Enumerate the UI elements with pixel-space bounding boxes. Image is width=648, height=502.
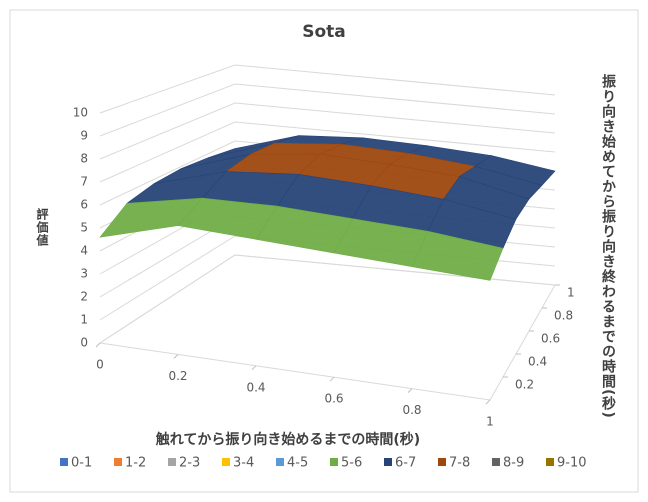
x-tick-label: 1 <box>486 415 494 429</box>
legend-swatch <box>114 458 122 466</box>
legend-label: 1-2 <box>125 456 146 471</box>
legend-label: 8-9 <box>503 456 524 471</box>
legend-label: 7-8 <box>449 456 470 471</box>
legend-swatch <box>384 458 392 466</box>
legend-swatch <box>60 458 68 466</box>
x-tick <box>251 365 257 371</box>
legend-label: 2-3 <box>179 456 200 471</box>
grid-line <box>99 102 556 160</box>
legend-swatch <box>438 458 446 466</box>
legend-label: 5-6 <box>341 456 362 471</box>
grid-line <box>99 83 556 137</box>
z-tick-label: 3 <box>80 267 88 281</box>
z-tick-label: 5 <box>80 221 88 235</box>
z-tick-label: 1 <box>80 313 88 327</box>
legend-label: 3-4 <box>233 456 254 471</box>
y-tick-label: 1 <box>567 286 575 300</box>
legend-swatch <box>222 458 230 466</box>
z-tick-label: 0 <box>80 336 88 350</box>
surface-cell <box>411 230 504 281</box>
x-axis-title: 触れてから振り向き始めるまでの時間(秒) <box>155 431 420 448</box>
x-tick <box>407 388 413 393</box>
legend-swatch <box>168 458 176 466</box>
z-tick-label: 7 <box>80 175 88 189</box>
chart-title: Sota <box>302 22 346 42</box>
z-tick-label: 9 <box>80 129 88 143</box>
grid-line <box>99 64 556 114</box>
legend-label: 9-10 <box>557 456 587 471</box>
x-tick <box>329 376 335 382</box>
y-tick-label: 0.6 <box>541 332 560 346</box>
legend-swatch <box>546 458 554 466</box>
z-tick-label: 2 <box>80 290 88 304</box>
x-tick-label: 0.8 <box>402 403 421 417</box>
legend-label: 0-1 <box>71 456 92 471</box>
legend-label: 6-7 <box>395 456 416 471</box>
z-tick-label: 10 <box>73 106 88 120</box>
y-tick-label: 0.8 <box>554 309 573 323</box>
z-tick-label: 8 <box>80 152 88 166</box>
x-tick <box>173 354 179 359</box>
legend-swatch <box>492 458 500 466</box>
x-tick-label: 0 <box>96 358 104 372</box>
z-tick-label: 6 <box>80 198 88 212</box>
z-tick-label: 4 <box>80 244 88 258</box>
y-axis-title: 振り向き始めてから振り向き終わるまでの時間(秒) <box>600 74 616 419</box>
x-tick <box>95 342 101 348</box>
z-axis-title: 評価値 <box>35 208 49 247</box>
legend-swatch <box>276 458 284 466</box>
y-tick-label: 0.4 <box>528 355 547 369</box>
grid-line <box>99 121 556 183</box>
y-tick-label: 0.2 <box>515 378 534 392</box>
legend-swatch <box>330 458 338 466</box>
x-tick-label: 0.6 <box>324 392 343 406</box>
x-tick <box>485 399 491 405</box>
legend-label: 4-5 <box>287 456 308 471</box>
x-tick-label: 0.4 <box>246 380 265 394</box>
x-tick-label: 0.2 <box>168 369 187 383</box>
